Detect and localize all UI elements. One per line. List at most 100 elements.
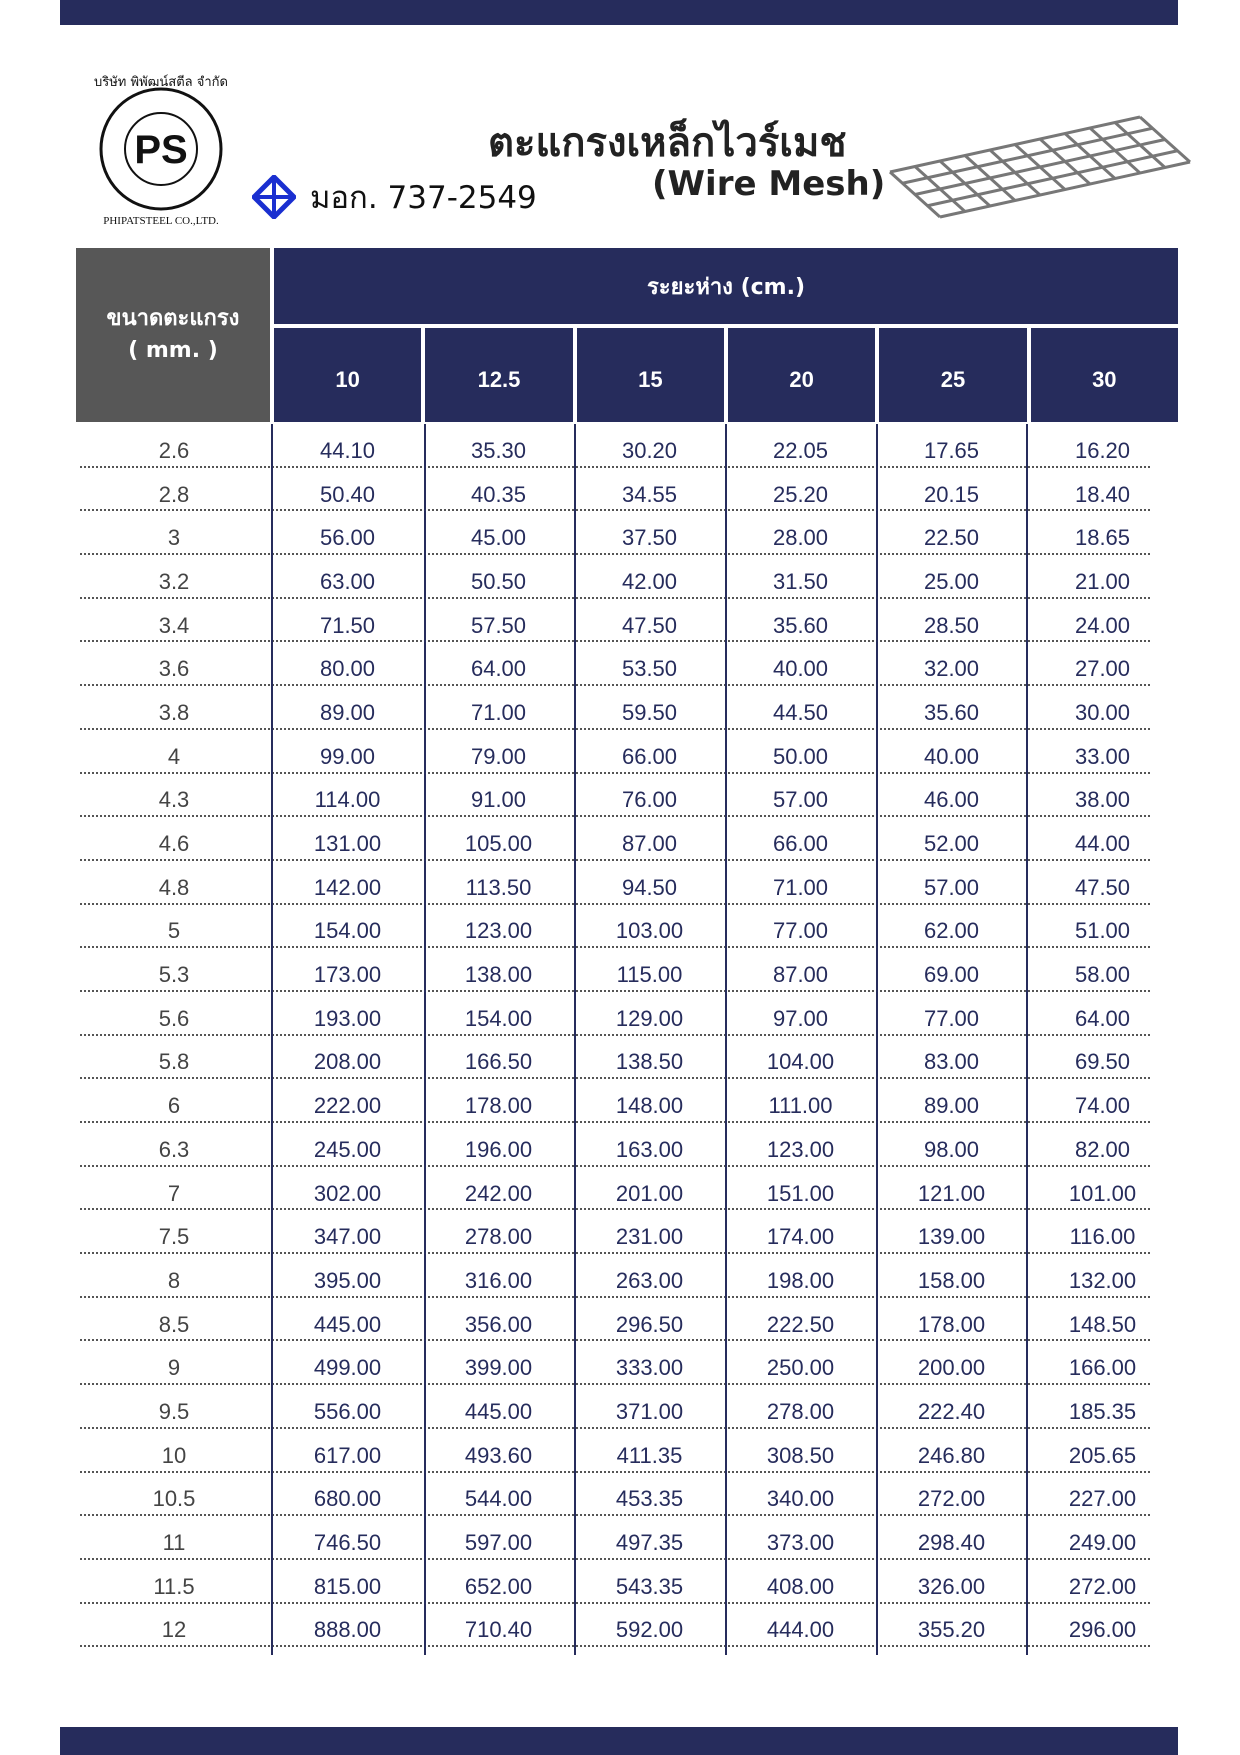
column-header: 20 [727, 328, 876, 422]
size-cell: 5.8 [158, 1049, 190, 1075]
size-cell: 4.6 [158, 831, 190, 857]
weight-cell: 51.00 [1074, 918, 1131, 944]
weight-cell: 198.00 [766, 1267, 835, 1293]
weight-cell: 272.00 [1068, 1573, 1137, 1599]
size-cell: 7.5 [158, 1224, 190, 1250]
weight-cell: 42.00 [621, 568, 678, 594]
weight-cell: 174.00 [766, 1224, 835, 1250]
weight-cell: 246.80 [917, 1442, 986, 1468]
weight-cell: 64.00 [470, 656, 527, 682]
column-divider [574, 424, 577, 1656]
size-cell: 4.8 [158, 874, 190, 900]
weight-cell: 151.00 [766, 1180, 835, 1206]
weight-cell: 411.35 [616, 1442, 683, 1468]
weight-cell: 77.00 [772, 918, 829, 944]
weight-cell: 296.50 [615, 1311, 684, 1337]
size-cell: 5.6 [158, 1005, 190, 1031]
weight-cell: 710.40 [464, 1617, 533, 1643]
weight-cell: 123.00 [464, 918, 533, 944]
size-cell: 9.5 [158, 1398, 190, 1424]
table-row: 11.5 815.00 652.00 543.35 408.00 326.00 272.00 [76, 1560, 1178, 1604]
weight-cell: 326.00 [917, 1573, 986, 1599]
mesh-wire [914, 138, 1166, 196]
size-cell: 4 [167, 743, 181, 769]
weight-cell: 24.00 [1074, 612, 1131, 638]
size-cell: 2.8 [158, 481, 190, 507]
weight-cell: 347.00 [313, 1224, 382, 1250]
weight-cell: 30.00 [1074, 699, 1131, 725]
weight-cell: 408.00 [766, 1573, 835, 1599]
weight-cell: 138.50 [615, 1049, 684, 1075]
weight-cell: 20.15 [923, 481, 980, 507]
weight-cell: 121.00 [917, 1180, 986, 1206]
weight-cell: 453.35 [615, 1486, 684, 1512]
size-unit: ( mm. ) [128, 338, 218, 363]
weight-cell: 63.00 [319, 568, 376, 594]
weight-cell: 71.50 [319, 612, 376, 638]
table-row: 8 395.00 316.00 263.00 198.00 158.00 132.00 [76, 1254, 1178, 1298]
table-row: 10 617.00 493.60 411.35 308.50 246.80 205.65 [76, 1429, 1178, 1473]
weight-cell: 302.00 [313, 1180, 382, 1206]
table-row: 7 302.00 242.00 201.00 151.00 121.00 101.00 [76, 1167, 1178, 1211]
weight-cell: 746.50 [313, 1530, 382, 1556]
weight-cell: 18.65 [1074, 525, 1131, 551]
size-cell: 6.3 [158, 1136, 190, 1162]
weight-cell: 680.00 [313, 1486, 382, 1512]
weight-cell: 445.00 [464, 1398, 533, 1424]
weight-cell: 308.50 [766, 1442, 835, 1468]
weight-cell: 64.00 [1074, 1005, 1131, 1031]
weight-cell: 62.00 [923, 918, 980, 944]
weight-cell: 556.00 [313, 1398, 382, 1424]
weight-cell: 66.00 [621, 743, 678, 769]
weight-cell: 32.00 [923, 656, 980, 682]
weight-cell: 444.00 [766, 1617, 835, 1643]
size-cell: 3.2 [158, 568, 190, 594]
weight-cell: 111.00 [768, 1093, 833, 1119]
weight-cell: 371.00 [615, 1398, 684, 1424]
weight-cell: 272.00 [917, 1486, 986, 1512]
weight-cell: 22.50 [923, 525, 980, 551]
weight-cell: 89.00 [923, 1093, 980, 1119]
weight-cell: 80.00 [319, 656, 376, 682]
weight-cell: 356.00 [464, 1311, 533, 1337]
weight-cell: 97.00 [772, 1005, 829, 1031]
size-cell: 12 [161, 1617, 187, 1643]
size-cell: 6 [167, 1093, 181, 1119]
column-divider [423, 424, 426, 1656]
weight-cell: 38.00 [1074, 787, 1131, 813]
weight-cell: 493.60 [464, 1442, 533, 1468]
weight-cell: 28.50 [923, 612, 980, 638]
table-row: 5.6 193.00 154.00 129.00 97.00 77.00 64.00 [76, 992, 1178, 1036]
spacing-header: ระยะห่าง (cm.) [274, 248, 1178, 324]
table-row: 11 746.50 597.00 497.35 373.00 298.40 249.00 [76, 1516, 1178, 1560]
weight-cell: 116.00 [1069, 1224, 1136, 1250]
size-cell: 9 [167, 1355, 181, 1381]
weight-cell: 166.00 [1068, 1355, 1137, 1381]
weight-cell: 497.35 [615, 1530, 684, 1556]
weight-cell: 597.00 [464, 1530, 533, 1556]
weight-cell: 50.50 [470, 568, 527, 594]
weight-cell: 83.00 [923, 1049, 980, 1075]
table-row: 5 154.00 123.00 103.00 77.00 62.00 51.00 [76, 905, 1178, 949]
weight-cell: 888.00 [313, 1617, 382, 1643]
weight-cell: 44.50 [772, 699, 829, 725]
mesh-wire [939, 160, 1191, 219]
size-cell: 3 [167, 525, 181, 551]
weight-cell: 56.00 [319, 525, 376, 551]
weight-cell: 114.00 [314, 787, 381, 813]
weight-cell: 222.50 [766, 1311, 835, 1337]
size-cell: 3.6 [158, 656, 190, 682]
weight-cell: 132.00 [1068, 1267, 1137, 1293]
weight-cell: 74.00 [1074, 1093, 1131, 1119]
size-cell: 5 [167, 918, 181, 944]
page-title: ตะแกรงเหล็กไวร์เมช [488, 120, 847, 166]
company-logo: PS บริษัท พิพัฒน์สตีล จำกัด PHIPATSTEEL … [94, 74, 228, 227]
weight-cell: 399.00 [464, 1355, 533, 1381]
weight-cell: 138.00 [464, 962, 533, 988]
column-divider [725, 424, 727, 1656]
svg-text:บริษัท พิพัฒน์สตีล จำกัด: บริษัท พิพัฒน์สตีล จำกัด [94, 74, 228, 90]
weight-cell: 101.00 [1068, 1180, 1137, 1206]
size-cell: 11 [162, 1530, 186, 1556]
column-header: 25 [879, 328, 1027, 422]
weight-cell: 22.05 [772, 437, 829, 463]
